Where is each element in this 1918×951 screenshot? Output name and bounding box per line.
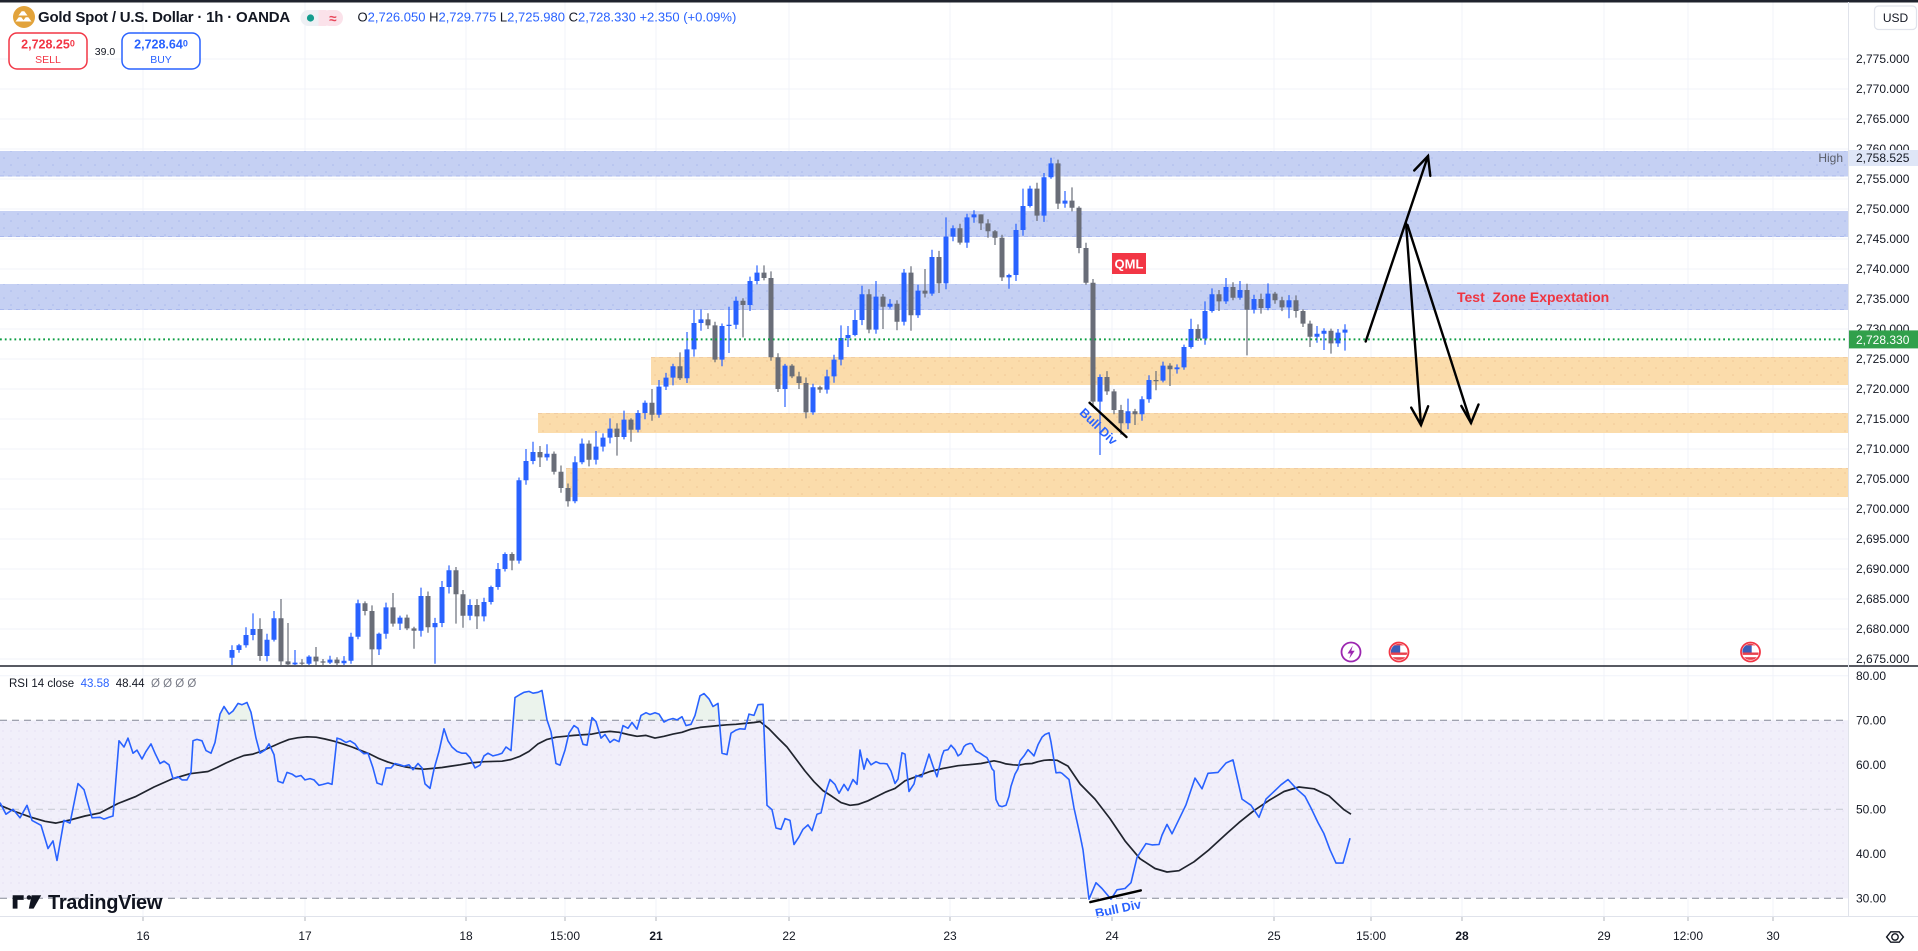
svg-text:25: 25 xyxy=(1267,929,1281,943)
svg-text:70.00: 70.00 xyxy=(1856,713,1886,727)
svg-text:2,758.525: 2,758.525 xyxy=(1856,151,1910,165)
svg-text:QML: QML xyxy=(1115,257,1144,272)
svg-text:18: 18 xyxy=(459,929,473,943)
svg-text:15:00: 15:00 xyxy=(550,929,580,943)
svg-text:2,770.000: 2,770.000 xyxy=(1856,82,1910,96)
svg-text:2,740.000: 2,740.000 xyxy=(1856,262,1910,276)
svg-text:2,685.000: 2,685.000 xyxy=(1856,592,1910,606)
svg-text:2,695.000: 2,695.000 xyxy=(1856,532,1910,546)
svg-text:2,705.000: 2,705.000 xyxy=(1856,472,1910,486)
svg-text:2,700.000: 2,700.000 xyxy=(1856,502,1910,516)
svg-text:2,755.000: 2,755.000 xyxy=(1856,172,1910,186)
svg-text:2,715.000: 2,715.000 xyxy=(1856,412,1910,426)
svg-text:21: 21 xyxy=(649,929,663,943)
svg-text:2,775.000: 2,775.000 xyxy=(1856,52,1910,66)
svg-text:2,728.330: 2,728.330 xyxy=(1856,333,1910,347)
svg-text:24: 24 xyxy=(1105,929,1119,943)
svg-text:Gold Spot / U.S. Dollar · 1h ·: Gold Spot / U.S. Dollar · 1h · OANDA xyxy=(38,9,290,26)
svg-text:2,690.000: 2,690.000 xyxy=(1856,562,1910,576)
svg-text:29: 29 xyxy=(1597,929,1611,943)
svg-text:2,750.000: 2,750.000 xyxy=(1856,202,1910,216)
svg-text:17: 17 xyxy=(298,929,312,943)
svg-text:2,735.000: 2,735.000 xyxy=(1856,292,1910,306)
svg-text:50.00: 50.00 xyxy=(1856,802,1886,816)
svg-text:2,725.000: 2,725.000 xyxy=(1856,352,1910,366)
svg-text:High: High xyxy=(1818,151,1843,165)
svg-text:2,728.640: 2,728.640 xyxy=(134,38,188,52)
svg-text:BUY: BUY xyxy=(150,54,172,66)
svg-text:16: 16 xyxy=(136,929,150,943)
svg-text:40.00: 40.00 xyxy=(1856,847,1886,861)
svg-text:TradingView: TradingView xyxy=(48,892,163,914)
svg-text:23: 23 xyxy=(943,929,957,943)
svg-text:60.00: 60.00 xyxy=(1856,758,1886,772)
svg-text:2,745.000: 2,745.000 xyxy=(1856,232,1910,246)
svg-text:22: 22 xyxy=(782,929,796,943)
svg-text:15:00: 15:00 xyxy=(1356,929,1386,943)
svg-text:SELL: SELL xyxy=(35,54,61,66)
svg-text:80.00: 80.00 xyxy=(1856,669,1886,683)
svg-text:2,765.000: 2,765.000 xyxy=(1856,112,1910,126)
svg-text:2,728.250: 2,728.250 xyxy=(21,38,75,52)
svg-text:30.00: 30.00 xyxy=(1856,891,1886,905)
svg-text:39.0: 39.0 xyxy=(95,46,116,58)
svg-text:USD: USD xyxy=(1883,11,1909,25)
svg-text:2,680.000: 2,680.000 xyxy=(1856,622,1910,636)
svg-text:12:00: 12:00 xyxy=(1673,929,1703,943)
svg-text:O2,726.050 H2,729.775 L2,725.9: O2,726.050 H2,729.775 L2,725.980 C2,728.… xyxy=(358,10,737,25)
svg-text:RSI 14 close 43.58 48.44 Ø: RSI 14 close 43.58 48.44 Ø Ø Ø Ø xyxy=(9,678,196,690)
svg-text:2,675.000: 2,675.000 xyxy=(1856,652,1910,666)
svg-text:30: 30 xyxy=(1766,929,1780,943)
svg-text:≈: ≈ xyxy=(329,11,337,26)
svg-text:28: 28 xyxy=(1455,929,1469,943)
svg-text:2,720.000: 2,720.000 xyxy=(1856,382,1910,396)
svg-text:Test Zone Expextation: Test Zone Expextation xyxy=(1457,289,1609,305)
svg-text:2,710.000: 2,710.000 xyxy=(1856,442,1910,456)
